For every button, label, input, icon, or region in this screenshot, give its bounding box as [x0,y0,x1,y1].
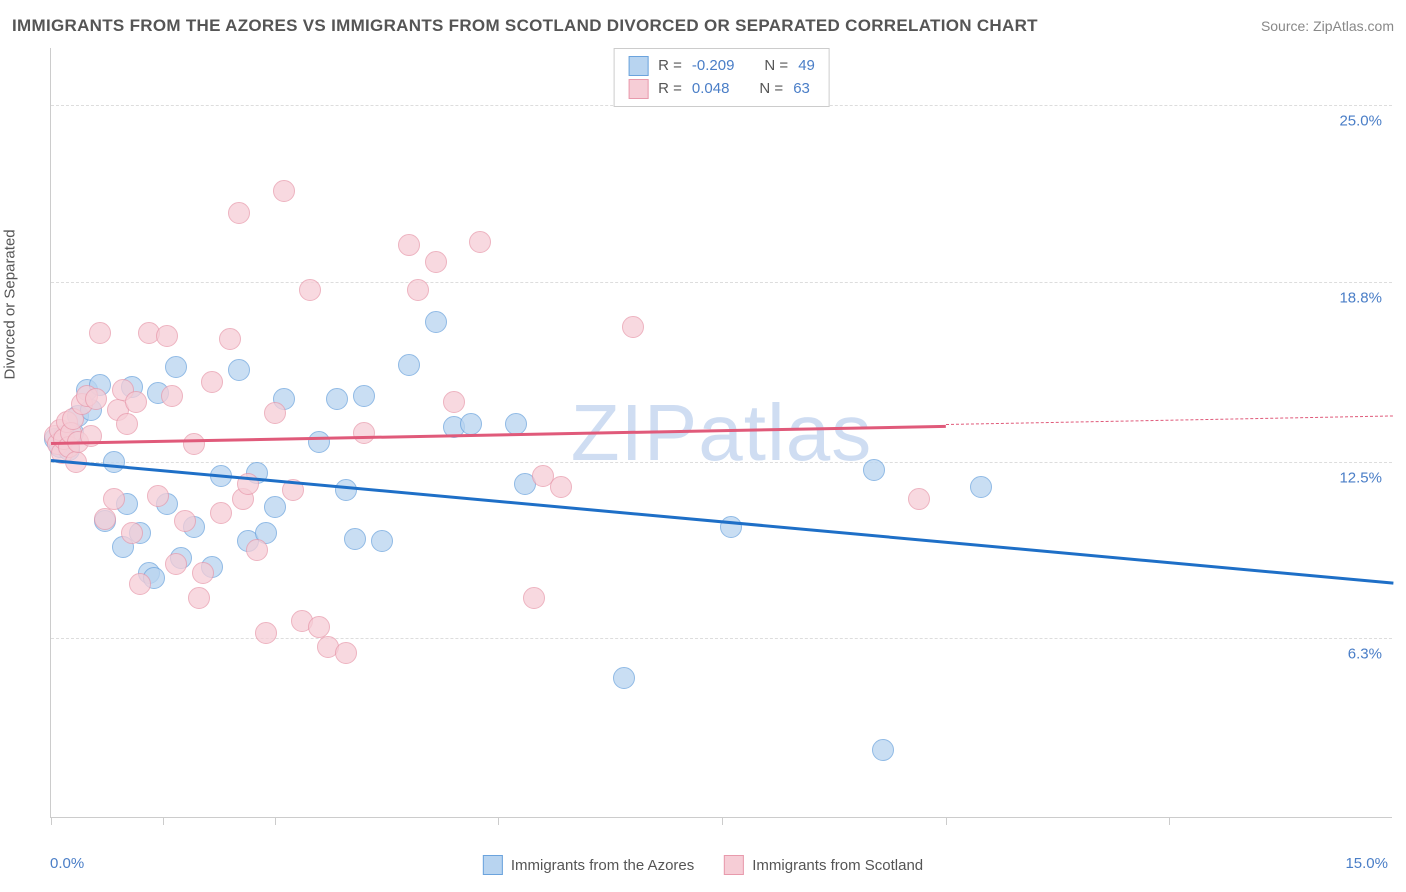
scatter-point [326,388,348,410]
stat-n-value: 63 [793,78,810,101]
trend-line [946,416,1393,426]
scatter-point [188,587,210,609]
legend-swatch [724,855,744,875]
scatter-point [335,479,357,501]
scatter-point [908,488,930,510]
scatter-point [970,476,992,498]
scatter-point [192,562,214,584]
stat-n-label: N = [764,55,788,78]
scatter-point [89,322,111,344]
scatter-point [165,356,187,378]
bottom-legend: Immigrants from the Azores Immigrants fro… [483,855,923,875]
scatter-point [460,413,482,435]
x-tick [275,817,276,825]
scatter-point [398,354,420,376]
grid-line [51,282,1392,283]
scatter-point [308,616,330,638]
scatter-point [183,433,205,455]
scatter-point [407,279,429,301]
legend-item: Immigrants from the Azores [483,855,694,875]
scatter-point [255,622,277,644]
scatter-point [85,388,107,410]
legend-swatch [628,79,648,99]
stat-n-label: N = [759,78,783,101]
scatter-point [443,391,465,413]
scatter-point [550,476,572,498]
scatter-point [299,279,321,301]
y-axis-title: Divorced or Separated [2,229,19,379]
scatter-point [353,385,375,407]
scatter-point [353,422,375,444]
y-tick-label: 18.8% [1335,289,1386,306]
x-axis-min-label: 0.0% [50,855,84,872]
title-bar: IMMIGRANTS FROM THE AZORES VS IMMIGRANTS… [12,12,1394,40]
scatter-point [210,502,232,524]
stat-r-label: R = [658,78,682,101]
y-tick-label: 6.3% [1344,646,1386,663]
trend-line [51,424,946,444]
stat-r-value: -0.209 [692,55,735,78]
x-tick [946,817,947,825]
x-tick [722,817,723,825]
legend-swatch [628,56,648,76]
scatter-point [116,413,138,435]
stat-n-value: 49 [798,55,815,78]
scatter-point [228,359,250,381]
legend-label: Immigrants from Scotland [752,857,923,874]
x-tick [163,817,164,825]
stat-r-value: 0.048 [692,78,730,101]
scatter-point [425,311,447,333]
scatter-point [264,496,286,518]
scatter-point [344,528,366,550]
scatter-point [469,231,491,253]
stat-legend: R =-0.209N =49R = 0.048N =63 [613,48,830,107]
plot-area: ZIPatlas R =-0.209N =49R = 0.048N =63 6.… [50,48,1392,818]
scatter-point [523,587,545,609]
scatter-point [125,391,147,413]
scatter-point [156,325,178,347]
scatter-point [246,539,268,561]
scatter-point [613,667,635,689]
scatter-point [147,485,169,507]
scatter-point [219,328,241,350]
scatter-point [863,459,885,481]
scatter-point [161,385,183,407]
scatter-point [121,522,143,544]
x-tick [498,817,499,825]
scatter-point [425,251,447,273]
x-tick [1169,817,1170,825]
stat-legend-row: R = -0.209 N = 49 [628,55,815,78]
scatter-point [371,530,393,552]
scatter-point [174,510,196,532]
x-axis-max-label: 15.0% [1345,855,1388,872]
scatter-point [165,553,187,575]
y-tick-label: 12.5% [1335,469,1386,486]
scatter-point [872,739,894,761]
scatter-point [94,508,116,530]
y-tick-label: 25.0% [1335,113,1386,130]
scatter-point [129,573,151,595]
grid-line [51,638,1392,639]
scatter-point [622,316,644,338]
scatter-point [273,180,295,202]
legend-swatch [483,855,503,875]
scatter-point [264,402,286,424]
trend-line [51,459,1393,584]
legend-item: Immigrants from Scotland [724,855,923,875]
stat-legend-row: R = 0.048 N = 63 [628,78,815,101]
stat-r-label: R = [658,55,682,78]
scatter-point [398,234,420,256]
legend-label: Immigrants from the Azores [511,857,694,874]
scatter-point [103,488,125,510]
scatter-point [201,371,223,393]
chart-title: IMMIGRANTS FROM THE AZORES VS IMMIGRANTS… [12,16,1038,36]
source-label: Source: ZipAtlas.com [1261,18,1394,34]
scatter-point [335,642,357,664]
scatter-point [308,431,330,453]
scatter-point [720,516,742,538]
scatter-point [228,202,250,224]
x-tick [51,817,52,825]
scatter-point [103,451,125,473]
